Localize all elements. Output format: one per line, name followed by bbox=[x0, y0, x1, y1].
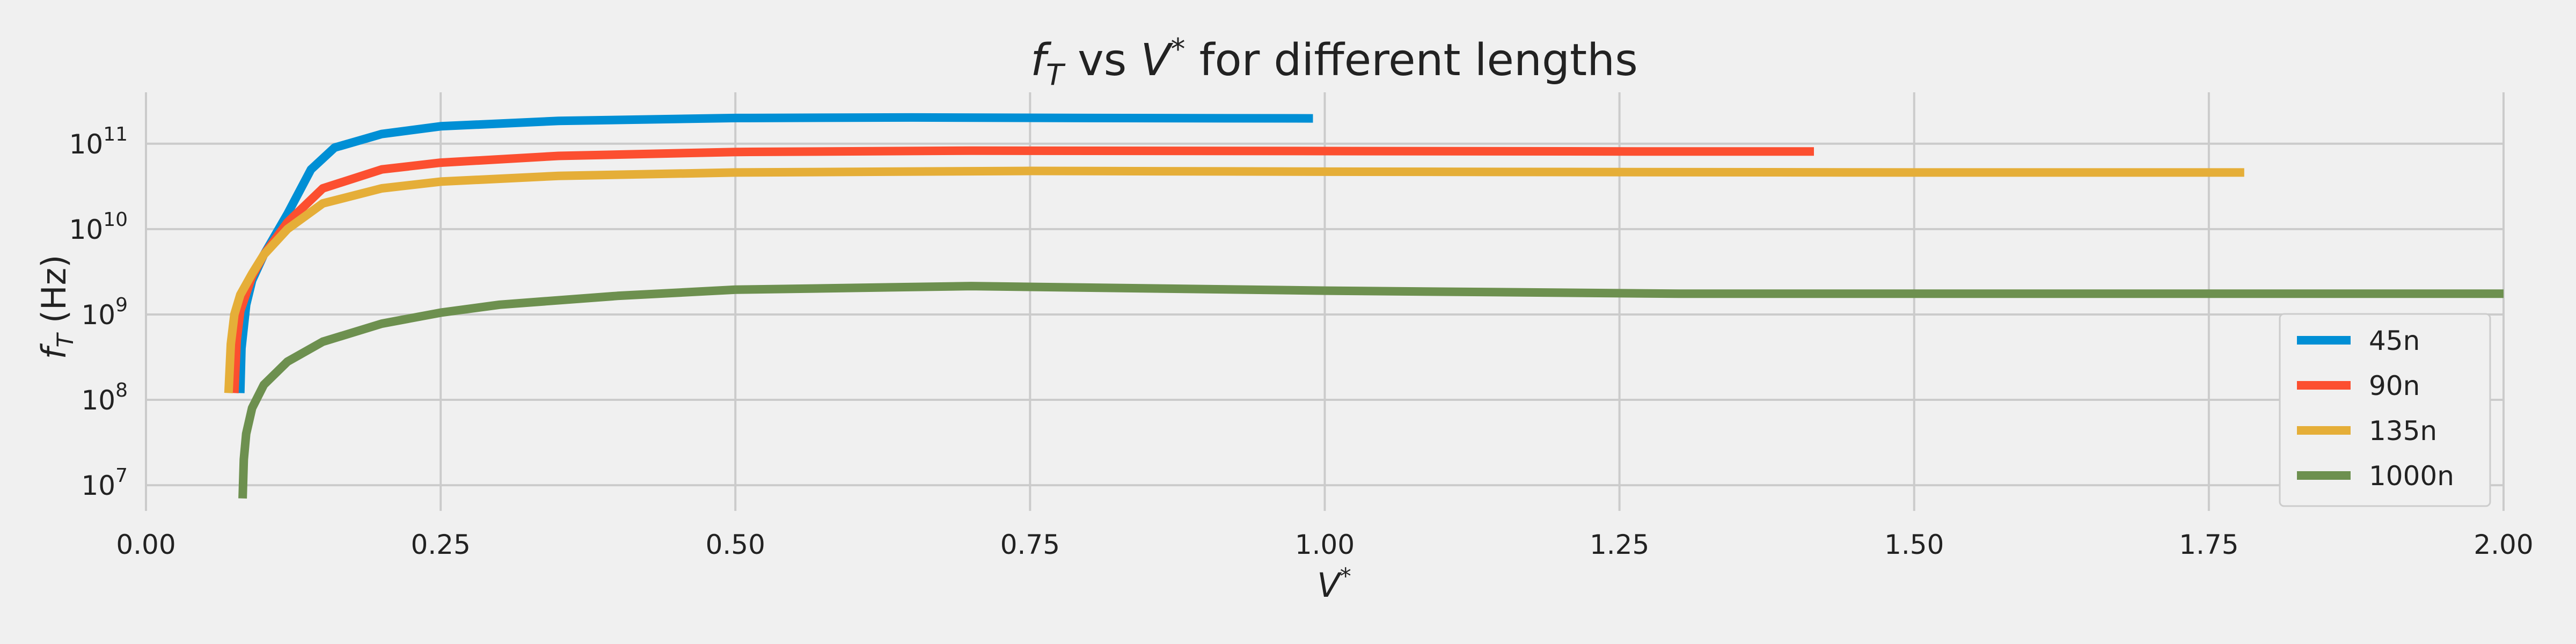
legend-label: 1000n bbox=[2369, 460, 2454, 492]
x-tick-label: 1.75 bbox=[2179, 529, 2238, 560]
series-line-135n bbox=[224, 166, 2244, 393]
grid bbox=[145, 92, 2505, 511]
y-tick-labels: 107 108 109 1010 1011 bbox=[69, 123, 128, 501]
x-tick-label: 0.25 bbox=[411, 529, 470, 560]
x-tick-label: 1.00 bbox=[1295, 529, 1355, 560]
y-tick-label: 108 bbox=[81, 379, 128, 416]
y-tick-label: 1010 bbox=[69, 209, 128, 245]
y-tick-label: 107 bbox=[81, 465, 128, 501]
y-tick-label: 1011 bbox=[69, 123, 128, 160]
legend-label: 135n bbox=[2369, 415, 2437, 447]
y-axis-title: fT (Hz) bbox=[34, 255, 78, 360]
series-lines bbox=[224, 113, 2504, 499]
x-tick-label: 0.50 bbox=[706, 529, 765, 560]
y-tick-label: 109 bbox=[81, 294, 128, 331]
x-tick-label: 1.25 bbox=[1590, 529, 1649, 560]
legend: 45n 90n 135n 1000n bbox=[2279, 313, 2491, 507]
x-tick-label: 0.75 bbox=[1000, 529, 1060, 560]
legend-label: 45n bbox=[2369, 325, 2420, 356]
x-axis-title: V* bbox=[1317, 563, 1351, 605]
series-line-1000n bbox=[238, 282, 2504, 499]
legend-label: 90n bbox=[2369, 370, 2420, 401]
x-tick-label: 0.00 bbox=[116, 529, 175, 560]
x-tick-label: 1.50 bbox=[1884, 529, 1944, 560]
chart-title: fT vs V* for different lengths bbox=[1030, 32, 1638, 92]
x-tick-label: 2.00 bbox=[2473, 529, 2533, 560]
series-line-90n bbox=[230, 146, 1814, 393]
legend-box bbox=[2279, 313, 2491, 507]
x-tick-labels: 0.00 0.25 0.50 0.75 1.00 1.25 1.50 1.75 2.00 bbox=[116, 529, 2533, 560]
